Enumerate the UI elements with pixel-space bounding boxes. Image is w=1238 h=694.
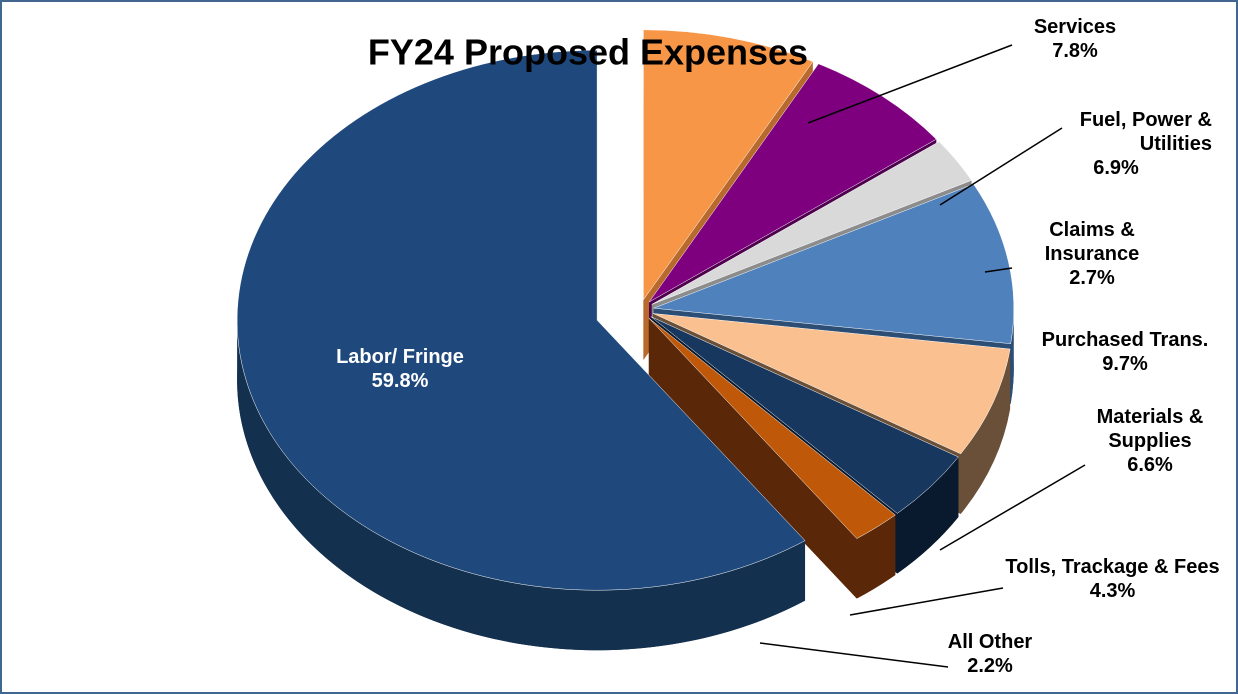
slice-label: Claims & Insurance 2.7% bbox=[1012, 218, 1172, 290]
category-label: Claims & Insurance bbox=[1044, 219, 1140, 265]
slice-label: Services 7.8% bbox=[1000, 15, 1150, 63]
leader-lines bbox=[759, 44, 1086, 668]
slice-side bbox=[856, 514, 896, 599]
slice-side bbox=[897, 456, 959, 574]
category-label: All Other bbox=[947, 631, 1033, 653]
value-label: 2.2% bbox=[967, 655, 1013, 677]
slice-side bbox=[1010, 308, 1014, 404]
value-label: 9.7% bbox=[1102, 353, 1148, 375]
slice-label: All Other 2.2% bbox=[930, 630, 1050, 678]
category-label: Fuel, Power & Utilities bbox=[1079, 109, 1212, 155]
slice bbox=[236, 49, 806, 591]
slice-label: Materials & Supplies 6.6% bbox=[1070, 405, 1230, 477]
slice-label: Purchased Trans. 9.7% bbox=[1005, 328, 1238, 376]
leader-line bbox=[939, 464, 1086, 551]
slice-label: Fuel, Power & Utilities 6.9% bbox=[1020, 108, 1212, 180]
slice bbox=[653, 313, 1011, 455]
slice bbox=[653, 183, 1015, 344]
slice bbox=[648, 317, 896, 539]
value-label: 2.7% bbox=[1069, 267, 1115, 289]
leader-line bbox=[984, 267, 1013, 273]
slice-wall bbox=[648, 318, 857, 599]
value-label: 7.8% bbox=[1052, 40, 1098, 62]
slice-label: Tolls, Trackage & Fees 4.3% bbox=[1000, 555, 1225, 603]
slice-side bbox=[237, 320, 806, 651]
leader-line bbox=[807, 44, 1013, 124]
slice bbox=[651, 141, 972, 305]
value-label: 59.8% bbox=[371, 370, 429, 392]
pie bbox=[236, 29, 1015, 651]
value-label: 6.9% bbox=[1093, 157, 1139, 179]
slice bbox=[648, 63, 937, 303]
slice bbox=[643, 29, 814, 301]
category-label: Tolls, Trackage & Fees bbox=[1005, 556, 1220, 578]
value-label: 6.6% bbox=[1127, 454, 1173, 476]
value-label: 4.3% bbox=[1089, 580, 1136, 602]
category-label: Services bbox=[1033, 16, 1117, 38]
slice-label: Labor/ Fringe 59.8% bbox=[300, 345, 500, 393]
leader-line bbox=[849, 587, 1004, 616]
leader-line bbox=[759, 642, 949, 668]
leader-line bbox=[939, 127, 1063, 206]
category-label: Materials & Supplies bbox=[1096, 406, 1204, 452]
chart-title: FY24 Proposed Expenses bbox=[368, 32, 808, 73]
category-label: Labor/ Fringe bbox=[336, 346, 464, 368]
slice bbox=[650, 316, 959, 514]
slice-side bbox=[960, 349, 1011, 514]
category-label: Purchased Trans. bbox=[1041, 329, 1209, 351]
